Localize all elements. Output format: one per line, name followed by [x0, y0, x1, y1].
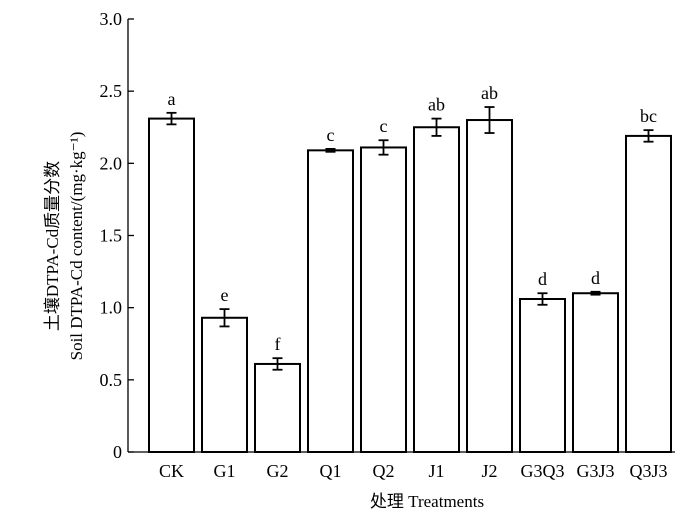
bar-g2: [254, 362, 301, 453]
x-tick-label: G1: [214, 461, 236, 481]
significance-letter: e: [221, 285, 229, 305]
y-tick-label: 0.5: [100, 370, 123, 390]
bars: [148, 117, 672, 454]
x-tick-label: Q1: [320, 461, 342, 481]
y-tick-label: 2.0: [100, 153, 123, 173]
x-tick-label: J2: [481, 461, 497, 481]
x-tick-label: Q2: [373, 461, 395, 481]
significance-letter: ab: [481, 83, 498, 103]
y-axis-label: 土壤DTPA-Cd质量分数 Soil DTPA-Cd content/(mg·k…: [42, 132, 86, 361]
bar-ck: [148, 117, 195, 453]
significance-letter: f: [275, 334, 281, 354]
y-axis-label-line1: 土壤DTPA-Cd质量分数: [42, 161, 62, 331]
y-tick-labels: 0 0.5 1.0 1.5 2.0 2.5 3.0: [100, 9, 123, 462]
y-tick-label: 3.0: [100, 9, 123, 29]
x-tick-label: CK: [159, 461, 184, 481]
y-tick-label: 2.5: [100, 81, 123, 101]
significance-letter: d: [538, 269, 547, 289]
bar-q3j3: [625, 134, 672, 453]
y-tick-label: 1.5: [100, 226, 123, 246]
significance-letter: d: [591, 268, 600, 288]
bar-q1: [307, 149, 354, 454]
significance-letter: c: [380, 116, 388, 136]
bar-g3q3: [519, 298, 566, 453]
bar-j2: [466, 119, 513, 454]
x-tick-label: G2: [267, 461, 289, 481]
error-bars: [166, 106, 654, 371]
bar-j1: [413, 126, 460, 453]
significance-letter: a: [168, 89, 176, 109]
x-tick-labels: CK G1 G2 Q1 Q2 J1 J2 G3Q3 G3J3 Q3J3: [159, 461, 668, 481]
x-tick-label: J1: [428, 461, 444, 481]
x-tick-label: G3J3: [576, 461, 614, 481]
x-tick-label: G3Q3: [521, 461, 565, 481]
bar-g1: [201, 316, 248, 453]
y-tick-label: 0: [113, 442, 122, 462]
significance-letters: a e f c c ab ab d d bc: [168, 83, 658, 354]
x-axis-label: 处理 Treatments: [370, 492, 484, 511]
bar-q2: [360, 146, 407, 453]
significance-letter: bc: [640, 106, 657, 126]
y-axis-label-line2: Soil DTPA-Cd content/(mg·kg⁻¹): [67, 132, 86, 361]
bar-g3j3: [572, 292, 619, 453]
significance-letter: ab: [428, 95, 445, 115]
y-tick-label: 1.0: [100, 298, 123, 318]
significance-letter: c: [327, 125, 335, 145]
x-tick-label: Q3J3: [629, 461, 667, 481]
